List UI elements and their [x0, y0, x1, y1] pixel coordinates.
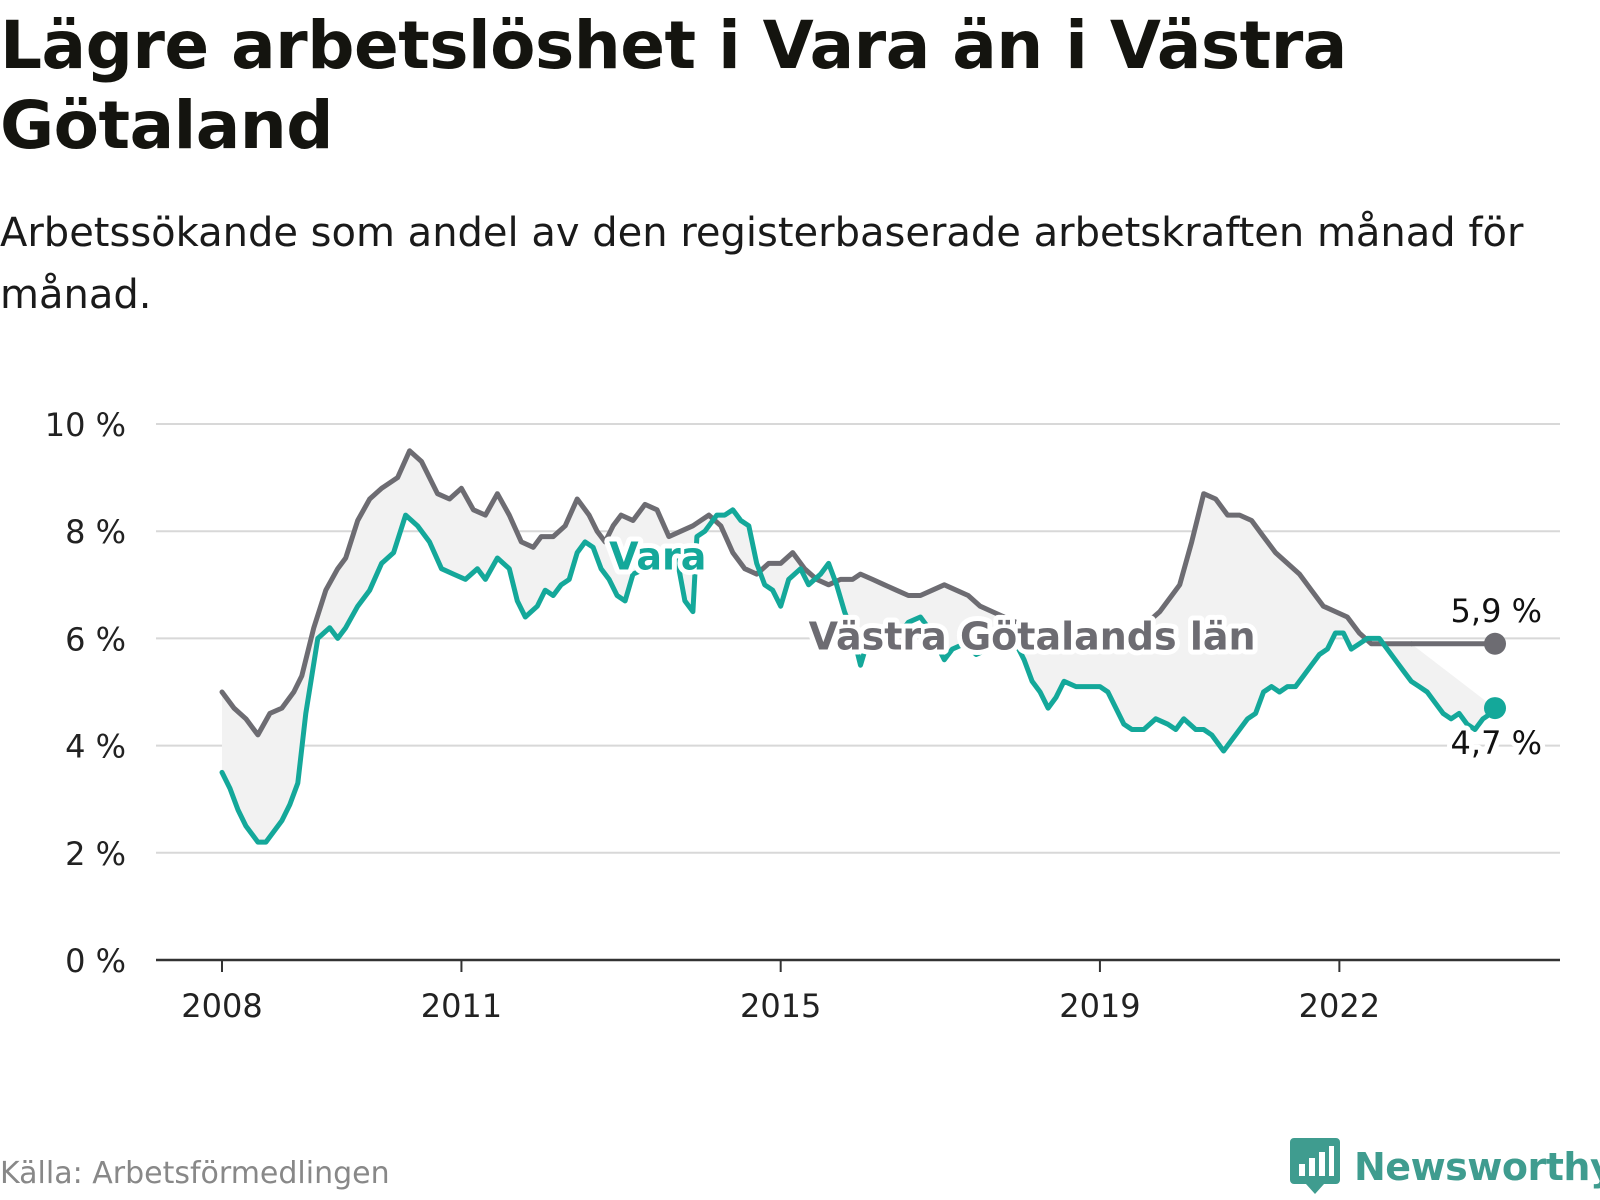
y-tick-label: 6 %	[65, 620, 126, 658]
brand-name: Newsworthy	[1354, 1145, 1600, 1189]
source-note: Källa: Arbetsförmedlingen	[0, 1156, 390, 1191]
x-tick-label: 2019	[1059, 987, 1140, 1025]
x-tick-label: 2022	[1299, 987, 1380, 1025]
gap-area	[222, 450, 1495, 843]
brand-logo: Newsworthy	[1290, 1138, 1600, 1196]
end-label-vara: 4,7 %	[1451, 724, 1542, 762]
series-label-vastra-gotalands-lan: Västra Götalands län	[809, 615, 1256, 659]
end-point-vara	[1484, 697, 1506, 720]
x-tick-label: 2015	[740, 987, 821, 1025]
chart-subtitle: Arbetssökande som andel av den registerb…	[0, 210, 1524, 318]
chart-title: Lägre arbetslöshet i Vara än i Västra Gö…	[0, 7, 1347, 164]
x-tick-label: 2008	[181, 987, 262, 1025]
y-tick-label: 4 %	[65, 728, 126, 766]
series-label-vara: Vara	[609, 534, 706, 578]
newsworthy-logo-icon	[1290, 1138, 1340, 1194]
x-tick-label: 2011	[421, 987, 502, 1025]
end-label-vastra: 5,9 %	[1451, 592, 1542, 630]
y-tick-label: 10 %	[45, 406, 126, 444]
end-point-vastra	[1484, 632, 1506, 655]
series-line-vara	[219, 507, 1498, 845]
y-tick-label: 2 %	[65, 835, 126, 873]
y-tick-label: 0 %	[65, 942, 126, 980]
y-tick-label: 8 %	[65, 513, 126, 551]
